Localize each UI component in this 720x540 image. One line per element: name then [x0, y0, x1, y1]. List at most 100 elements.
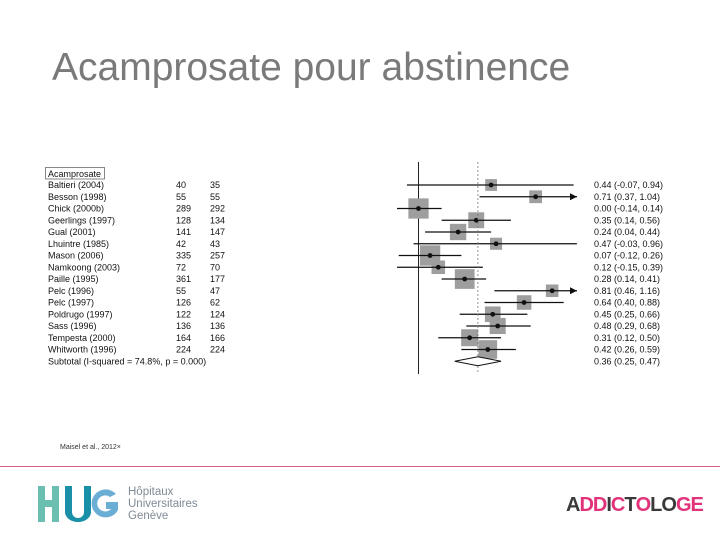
- point-estimate: [493, 241, 499, 247]
- effect-ci: 0.47 (-0.03, 0.96): [594, 239, 663, 249]
- n-control: 136: [210, 321, 225, 331]
- study-label: Geerlings (1997): [48, 215, 115, 225]
- logo-letter: T: [624, 494, 636, 516]
- study-label: Besson (1998): [48, 192, 107, 202]
- n-treatment: 122: [176, 309, 191, 319]
- n-control: 177: [210, 274, 225, 284]
- logo-letter: G: [675, 494, 692, 516]
- n-treatment: 289: [176, 204, 191, 214]
- ci-arrow: [570, 287, 577, 295]
- study-label: Sass (1996): [48, 321, 97, 331]
- effect-ci: 0.64 (0.40, 0.88): [594, 298, 660, 308]
- study-label: Chick (2000b): [48, 204, 104, 214]
- n-control: 124: [210, 309, 225, 319]
- n-treatment: 361: [176, 274, 191, 284]
- n-control: 134: [210, 215, 225, 225]
- n-control: 55: [210, 192, 220, 202]
- logo-letter: D: [579, 494, 593, 516]
- n-treatment: 141: [176, 227, 191, 237]
- point-estimate: [521, 300, 527, 305]
- logo-letter: E: [690, 494, 704, 516]
- n-control: 147: [210, 227, 225, 237]
- study-label: Pelc (1996): [48, 286, 94, 296]
- point-estimate: [490, 311, 496, 317]
- point-estimate: [473, 217, 479, 223]
- effect-ci: 0.35 (0.14, 0.56): [594, 215, 660, 225]
- subtotal-label: Subtotal (I-squared = 74.8%, p = 0.000): [48, 356, 206, 366]
- effect-ci: 0.81 (0.46, 1.16): [594, 286, 660, 296]
- point-estimate: [435, 264, 441, 270]
- footer-divider: [0, 466, 720, 467]
- group-label: Acamprosate: [48, 169, 101, 179]
- n-control: 43: [210, 239, 220, 249]
- n-control: 224: [210, 345, 225, 355]
- n-control: 257: [210, 251, 225, 261]
- n-treatment: 136: [176, 321, 191, 331]
- n-treatment: 42: [176, 239, 186, 249]
- study-label: Poldrugo (1997): [48, 309, 113, 319]
- n-treatment: 128: [176, 215, 191, 225]
- n-control: 47: [210, 286, 220, 296]
- n-treatment: 224: [176, 345, 191, 355]
- ci-arrow: [570, 193, 577, 201]
- study-label: Namkoong (2003): [48, 262, 120, 272]
- point-estimate: [462, 276, 468, 282]
- citation: Maisel et al., 2012×: [60, 444, 121, 451]
- logo-letter: I: [606, 494, 611, 516]
- effect-ci: 0.48 (0.29, 0.68): [594, 321, 660, 331]
- study-label: Tempesta (2000): [48, 333, 116, 343]
- n-treatment: 55: [176, 192, 186, 202]
- group-label-box: [45, 167, 105, 180]
- n-treatment: 40: [176, 180, 186, 190]
- logo-letter: O: [661, 494, 677, 516]
- point-estimate: [488, 182, 494, 188]
- point-estimate: [416, 206, 421, 211]
- effect-ci: 0.28 (0.14, 0.41): [594, 274, 660, 284]
- logo-letter: A: [566, 494, 580, 516]
- subtotal-diamond: [454, 356, 502, 367]
- n-control: 35: [210, 180, 220, 190]
- hug-line-2: Universitaires: [128, 498, 198, 510]
- effect-ci: 0.07 (-0.12, 0.26): [594, 251, 663, 261]
- n-treatment: 55: [176, 286, 186, 296]
- logo-letter: D: [592, 494, 607, 516]
- n-treatment: 164: [176, 333, 191, 343]
- study-label: Baltieri (2004): [48, 180, 104, 190]
- effect-ci: 0.44 (-0.07, 0.94): [594, 180, 663, 190]
- study-label: Paille (1995): [48, 274, 99, 284]
- hug-name: Hôpitaux Universitaires Genève: [128, 486, 198, 522]
- n-treatment: 126: [176, 298, 191, 308]
- slide-title: Acamprosate pour abstinence: [52, 46, 571, 89]
- point-estimate: [495, 323, 501, 329]
- n-control: 166: [210, 333, 225, 343]
- effect-ci: 0.71 (0.37, 1.04): [594, 192, 660, 202]
- study-label: Mason (2006): [48, 251, 104, 261]
- hug-line-3: Genève: [128, 510, 169, 522]
- study-label: Whitworth (1996): [48, 345, 117, 355]
- point-estimate: [549, 288, 555, 294]
- n-treatment: 72: [176, 262, 186, 272]
- logo-letter: O: [635, 494, 652, 516]
- n-control: 70: [210, 262, 220, 272]
- effect-ci: 0.31 (0.12, 0.50): [594, 333, 660, 343]
- n-control: 292: [210, 204, 225, 214]
- n-control: 62: [210, 298, 220, 308]
- effect-ci: 0.24 (0.04, 0.44): [594, 227, 660, 237]
- logo-letter: L: [650, 494, 662, 516]
- effect-ci: 0.45 (0.25, 0.66): [594, 309, 660, 319]
- effect-ci: 0.00 (-0.14, 0.14): [594, 204, 663, 214]
- point-estimate: [533, 194, 539, 200]
- logo-letter: C: [610, 494, 625, 516]
- addictologie-logo: ADDICTOLOGE: [566, 494, 704, 517]
- effect-ci: 0.12 (-0.15, 0.39): [594, 262, 663, 272]
- subtotal-ci: 0.36 (0.25, 0.47): [594, 356, 660, 366]
- study-label: Pelc (1997): [48, 298, 94, 308]
- point-estimate: [427, 253, 433, 258]
- effect-ci: 0.42 (0.26, 0.59): [594, 345, 660, 355]
- point-estimate: [467, 335, 473, 341]
- n-treatment: 335: [176, 251, 191, 261]
- point-estimate: [455, 229, 461, 235]
- hug-line-1: Hôpitaux: [128, 486, 174, 498]
- study-label: Gual (2001): [48, 227, 96, 237]
